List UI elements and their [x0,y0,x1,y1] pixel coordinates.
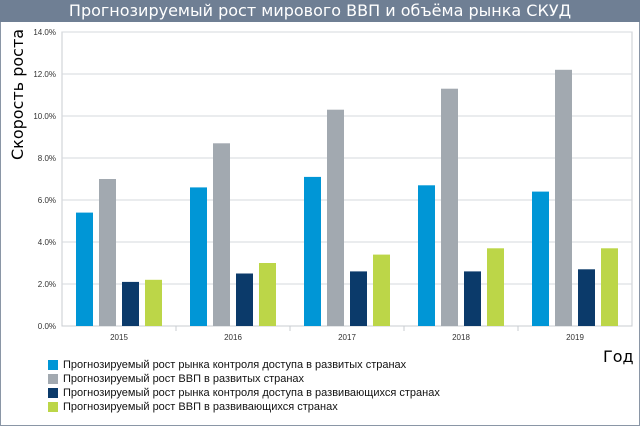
bar [122,281,139,326]
bar [190,187,207,326]
x-axis-label: Год [603,347,634,366]
x-tick-label: 2018 [452,333,470,342]
bar [418,185,435,326]
y-tick-label: 14.0% [33,28,56,37]
bar [487,248,504,326]
bar [213,143,230,326]
legend-item: Прогнозируемый рост ВВП в развитых стран… [48,372,440,386]
legend-label: Прогнозируемый рост рынка контроля досту… [63,359,407,371]
bar [373,254,390,326]
y-tick-label: 12.0% [33,70,56,79]
y-tick-label: 8.0% [38,154,56,163]
legend-item: Прогнозируемый рост рынка контроля досту… [48,386,440,400]
y-tick-label: 10.0% [33,112,56,121]
bar [350,271,367,326]
bar [578,269,595,326]
y-tick-label: 0.0% [38,322,56,331]
legend-swatch [48,360,58,370]
legend-swatch [48,402,58,412]
legend-item: Прогнозируемый рост ВВП в развивающихся … [48,400,440,414]
y-tick-label: 4.0% [38,238,56,247]
bar [236,273,253,326]
legend-swatch [48,374,58,384]
chart-title: Прогнозируемый рост мирового ВВП и объём… [0,0,640,22]
legend-swatch [48,388,58,398]
legend-label: Прогнозируемый рост ВВП в развитых стран… [63,373,305,385]
x-tick-label: 2015 [110,333,128,342]
legend-item: Прогнозируемый рост рынка контроля досту… [48,358,440,372]
bar [304,176,321,326]
x-tick-label: 2017 [338,333,356,342]
y-tick-label: 2.0% [38,280,56,289]
x-tick-label: 2016 [224,333,242,342]
bar [532,191,549,326]
bar [464,271,481,326]
bar [76,212,93,326]
bar [99,179,116,326]
bar [145,279,162,326]
bar [601,248,618,326]
bar [327,109,344,326]
bar [441,88,458,326]
y-axis-label: Скорость роста [8,28,27,160]
y-tick-label: 6.0% [38,196,56,205]
legend-label: Прогнозируемый рост ВВП в развивающихся … [63,401,338,413]
bar [555,69,572,327]
bar [259,263,276,326]
x-tick-label: 2019 [566,333,584,342]
legend: Прогнозируемый рост рынка контроля досту… [48,358,440,414]
legend-label: Прогнозируемый рост рынка контроля досту… [63,387,440,399]
